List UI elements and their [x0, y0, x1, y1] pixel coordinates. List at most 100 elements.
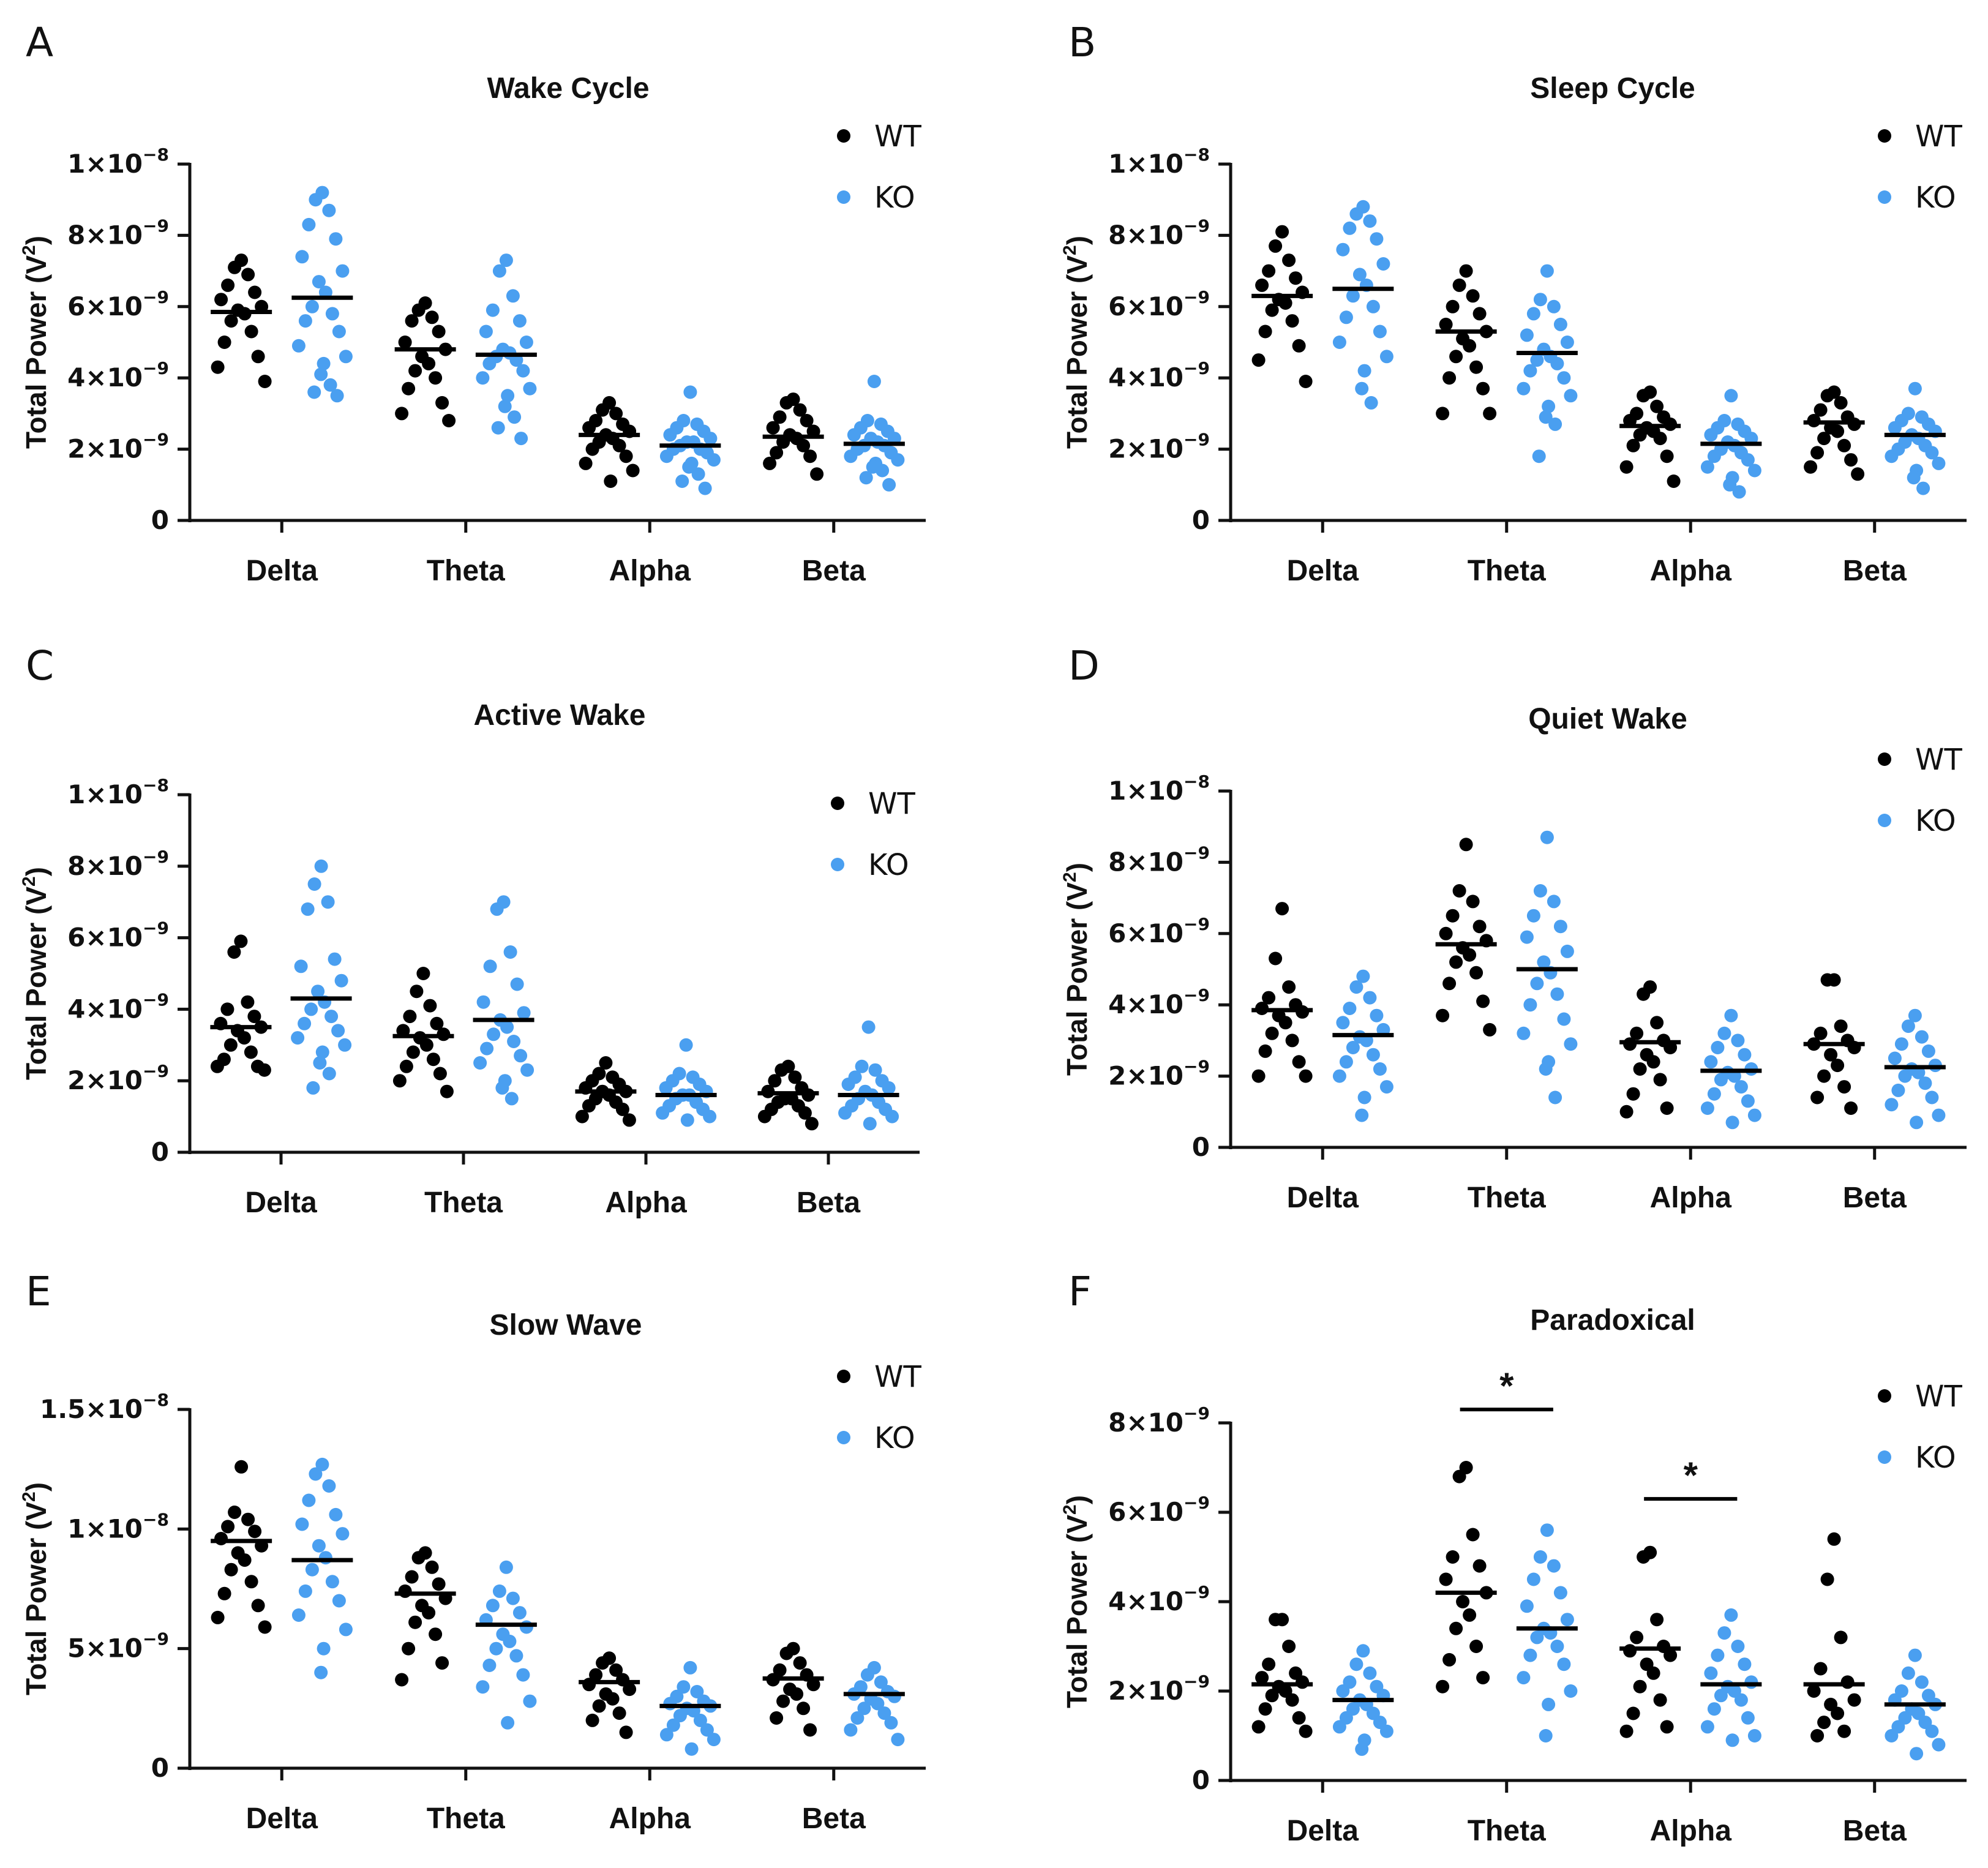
- data-point: [1547, 1559, 1561, 1573]
- data-point: [211, 360, 225, 374]
- data-point: [1810, 1729, 1825, 1742]
- data-point: [523, 381, 537, 396]
- data-point: [1463, 948, 1477, 962]
- data-point: [398, 336, 412, 349]
- data-point: [1732, 485, 1746, 499]
- x-tick-label: Theta: [424, 1187, 503, 1219]
- data-point: [874, 1675, 888, 1689]
- data-point: [1357, 364, 1371, 378]
- data-point: [703, 432, 718, 446]
- series-wt: [211, 1460, 824, 1739]
- data-point: [211, 1610, 225, 1624]
- data-point: [495, 1081, 509, 1095]
- data-point: [1820, 973, 1834, 987]
- data-point: [1539, 410, 1553, 424]
- data-point: [302, 217, 316, 231]
- data-point: [405, 314, 419, 328]
- data-point: [1619, 1724, 1634, 1738]
- data-point: [1469, 360, 1483, 374]
- data-point: [486, 1599, 500, 1613]
- data-point: [847, 428, 861, 442]
- data-point: [659, 1728, 673, 1742]
- y-tick-exponent: −9: [1183, 1403, 1210, 1424]
- y-tick-label: 2×10−9: [1108, 1671, 1210, 1706]
- data-point: [877, 1706, 891, 1720]
- y-tick-label: 1.5×10−8: [40, 1390, 169, 1424]
- data-point: [1520, 1599, 1534, 1613]
- data-point: [1483, 1022, 1497, 1037]
- data-point: [1258, 324, 1272, 339]
- data-point: [295, 1517, 309, 1531]
- y-tick-label: 6×10−9: [1108, 287, 1210, 321]
- data-point: [685, 1742, 699, 1756]
- x-tick-label: Alpha: [605, 1187, 687, 1219]
- data-point: [1704, 1055, 1718, 1069]
- data-point: [855, 1059, 869, 1073]
- data-point: [503, 1634, 517, 1648]
- y-axis-label-end: ): [20, 236, 52, 245]
- data-point: [1463, 1608, 1477, 1622]
- data-point: [1844, 1101, 1858, 1115]
- data-point: [1660, 1101, 1674, 1115]
- data-point: [659, 449, 673, 463]
- data-point: [788, 1070, 802, 1084]
- data-point: [1275, 902, 1289, 916]
- data-point: [1442, 371, 1457, 385]
- legend-marker-wt: [837, 129, 850, 143]
- data-point: [1831, 424, 1845, 438]
- data-point: [309, 1467, 323, 1481]
- data-point: [500, 1020, 514, 1034]
- data-point: [433, 1067, 447, 1081]
- data-point: [519, 1620, 533, 1634]
- data-point: [1747, 1729, 1761, 1742]
- data-point: [334, 973, 348, 988]
- data-point: [1379, 350, 1393, 364]
- data-point: [1463, 339, 1477, 353]
- data-point: [1700, 1720, 1714, 1734]
- data-point: [1363, 1666, 1377, 1680]
- data-point: [663, 428, 677, 442]
- data-point: [707, 1733, 721, 1747]
- data-point: [1251, 353, 1266, 367]
- data-point: [1439, 926, 1453, 940]
- y-tick-exponent: −8: [143, 775, 169, 795]
- y-tick-label: 5×10−9: [67, 1629, 169, 1664]
- series-ko: [1332, 200, 1946, 499]
- data-point: [251, 350, 265, 364]
- data-point: [1633, 1062, 1647, 1076]
- x-tick-label: Theta: [427, 555, 505, 587]
- data-point: [429, 1627, 443, 1641]
- data-point: [1885, 1729, 1899, 1742]
- data-point: [876, 463, 890, 478]
- data-point: [339, 350, 353, 364]
- data-point: [1637, 987, 1651, 1001]
- y-axis-label: Total Power (V2): [19, 236, 52, 449]
- data-point: [797, 1701, 811, 1716]
- data-point: [214, 293, 228, 307]
- data-point: [779, 396, 793, 410]
- data-point: [793, 1656, 807, 1670]
- data-point: [844, 449, 858, 463]
- legend-marker-ko: [1878, 190, 1891, 204]
- data-point: [238, 1553, 252, 1567]
- data-point: [1299, 375, 1313, 388]
- data-point: [707, 453, 721, 467]
- y-tick-exponent: −9: [1183, 1582, 1210, 1602]
- data-point: [1630, 1630, 1644, 1645]
- data-point: [1831, 1059, 1845, 1073]
- data-point: [312, 1539, 326, 1553]
- data-point: [803, 1723, 817, 1737]
- data-point: [338, 1038, 352, 1052]
- y-tick-exponent: −9: [143, 1061, 169, 1081]
- data-point: [248, 285, 262, 299]
- data-point: [1626, 1087, 1640, 1101]
- data-point: [322, 1067, 336, 1081]
- legend-label-wt: WT: [1915, 119, 1962, 154]
- data-point: [585, 1713, 599, 1727]
- x-tick-label: Theta: [1468, 555, 1546, 587]
- data-point: [884, 1716, 898, 1730]
- data-point: [311, 985, 325, 999]
- data-point: [1436, 407, 1450, 421]
- data-point: [1916, 481, 1930, 495]
- y-tick-exponent: −9: [143, 989, 169, 1010]
